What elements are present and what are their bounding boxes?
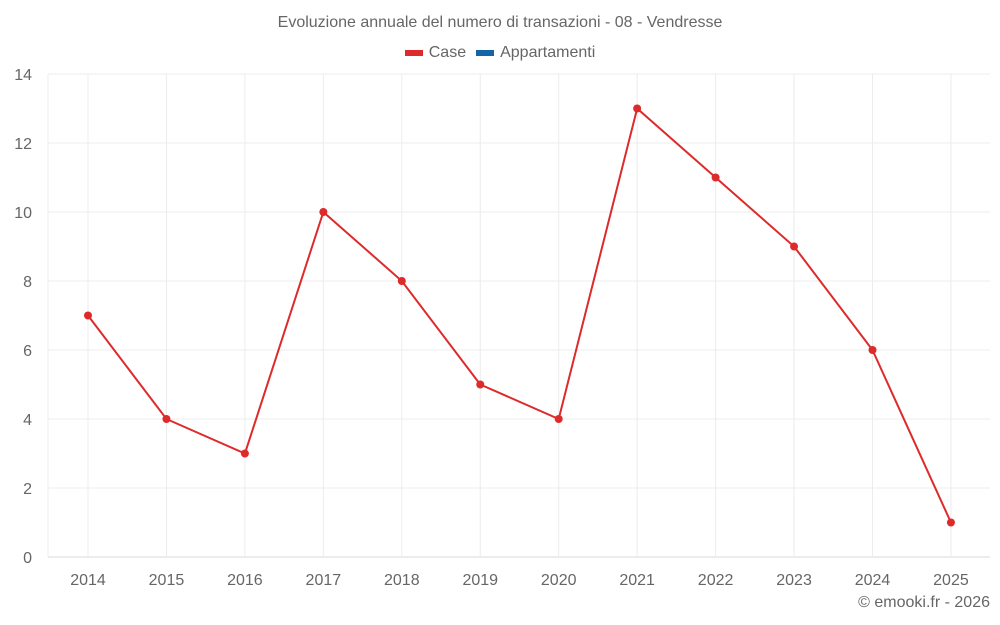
data-point[interactable] [476, 380, 485, 389]
y-tick-label: 12 [14, 136, 32, 153]
x-tick-label: 2021 [619, 572, 655, 589]
y-tick-label: 8 [23, 274, 32, 291]
data-point[interactable] [633, 104, 642, 113]
x-tick-label: 2016 [227, 572, 263, 589]
series-line [87, 106, 952, 523]
chart-title: Evoluzione annuale del numero di transaz… [277, 14, 723, 31]
data-point[interactable] [946, 518, 955, 527]
x-tick-label: 2014 [70, 572, 106, 589]
data-point[interactable] [319, 208, 328, 216]
data-point[interactable] [84, 311, 92, 320]
legend-swatch-appartamenti-icon [476, 50, 495, 56]
x-tick-label: 2024 [855, 572, 891, 589]
chart-legend: Case Appartamenti [0, 44, 1000, 62]
data-point[interactable] [162, 415, 171, 423]
x-axis: 2014 2015 2016 2017 2018 2019 2020 2021 2022 2023… [70, 572, 969, 589]
data-point[interactable] [240, 449, 249, 458]
y-tick-label: 10 [14, 205, 32, 222]
gridlines [47, 73, 990, 558]
y-axis: 0 2 4 6 8 10 12 14 [14, 67, 32, 567]
data-point[interactable] [554, 415, 563, 423]
legend-swatch-case-icon [404, 50, 423, 56]
x-tick-label: 2018 [384, 572, 420, 589]
y-tick-label: 6 [23, 343, 32, 360]
y-tick-label: 4 [23, 412, 32, 429]
data-point[interactable] [868, 346, 877, 354]
data-point[interactable] [397, 277, 406, 285]
chart-credit: © emooki.fr - 2026 [858, 594, 990, 611]
x-tick-label: 2023 [776, 572, 812, 589]
y-tick-label: 14 [14, 67, 32, 84]
x-tick-label: 2025 [933, 572, 969, 589]
legend-label-appartamenti: Appartamenti [500, 44, 596, 61]
y-tick-label: 2 [23, 481, 32, 498]
x-tick-label: 2022 [698, 572, 734, 589]
data-point[interactable] [790, 242, 799, 251]
legend-item-case[interactable]: Case [404, 44, 467, 62]
data-point[interactable] [711, 173, 720, 182]
series-case [84, 104, 955, 527]
legend-label-case: Case [428, 44, 467, 61]
x-tick-label: 2017 [306, 572, 342, 589]
y-tick-label: 0 [23, 550, 32, 567]
legend-item-appartamenti[interactable]: Appartamenti [476, 44, 595, 62]
x-tick-label: 2020 [541, 572, 577, 589]
x-tick-label: 2015 [149, 572, 185, 589]
x-tick-label: 2019 [462, 572, 498, 589]
